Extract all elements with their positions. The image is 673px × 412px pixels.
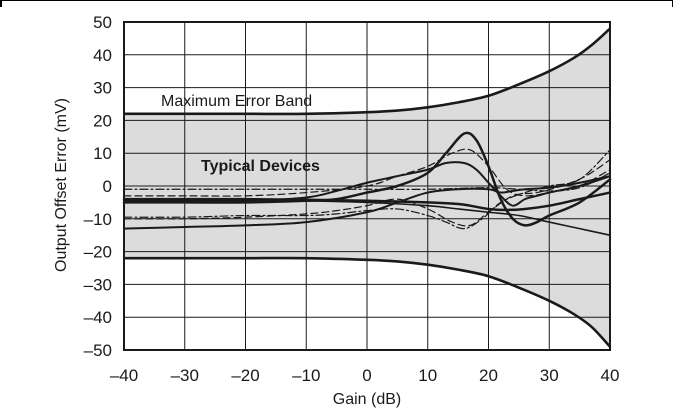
- y-axis-title: Output Offset Error (mV): [53, 98, 70, 272]
- x-tick-label: 30: [540, 366, 559, 385]
- y-tick-label: –30: [84, 275, 112, 294]
- x-axis-title: Gain (dB): [333, 391, 401, 408]
- y-tick-label: –10: [84, 210, 112, 229]
- y-tick-label: 0: [103, 177, 112, 196]
- typical-device-line-7: [123, 159, 611, 227]
- typical-device-line-6: [123, 148, 611, 197]
- x-tick-label: 40: [601, 366, 620, 385]
- x-tick-label: –10: [292, 366, 320, 385]
- typical-device-line-9: [123, 149, 611, 230]
- x-tick-label: –20: [231, 366, 259, 385]
- x-tick-label: –40: [110, 366, 138, 385]
- typical-devices-label: Typical Devices: [201, 158, 320, 175]
- plot-border: [123, 21, 611, 351]
- typical-device-line-8: [123, 172, 611, 192]
- typical-device-line-3: [123, 161, 611, 207]
- error-band-upper-line: [124, 27, 611, 116]
- x-tick-label: 0: [362, 366, 371, 385]
- right-frame-border: [671, 0, 673, 7]
- top-frame-border: [0, 0, 673, 8]
- y-tick-label: 10: [93, 144, 112, 163]
- x-tick-label: 10: [418, 366, 437, 385]
- error-band-lower-line: [124, 256, 611, 348]
- left-frame-border: [0, 0, 2, 7]
- y-tick-label: –20: [84, 243, 112, 262]
- x-tick-label: –30: [171, 366, 199, 385]
- y-tick-label: 30: [93, 79, 112, 98]
- y-tick-label: –50: [84, 341, 112, 360]
- y-tick-label: 20: [93, 111, 112, 130]
- x-tick-label: 20: [479, 366, 498, 385]
- y-tick-label: –40: [84, 308, 112, 327]
- max-error-band-label: Maximum Error Band: [161, 93, 312, 110]
- typical-device-line-5: [123, 198, 611, 236]
- y-tick-label: 50: [93, 13, 112, 32]
- y-tick-label: 40: [93, 46, 112, 65]
